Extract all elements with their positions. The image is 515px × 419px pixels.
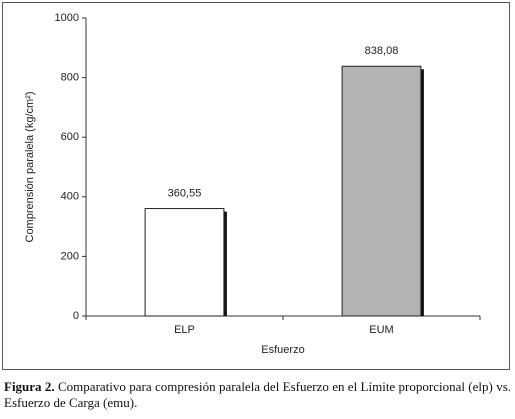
caption-text: Comparativo para compresión paralela del… [4,379,512,410]
x-axis-title: Esfuerzo [261,344,304,356]
bar [341,65,422,317]
y-tick-label: 0 [73,310,79,322]
y-tick-label: 800 [61,72,79,84]
bar [144,208,225,317]
caption: Figura 2. Comparativo para compresión pa… [4,379,511,411]
bar-shadow [223,211,227,316]
x-tick-label: EUM [369,324,393,336]
chart: Comprensión paralela (kg/cm²) Esfuerzo 0… [24,12,481,356]
y-tick-label: 600 [61,131,79,143]
y-tick-label: 200 [61,250,79,262]
x-tick-label: ELP [174,324,195,336]
y-axis-title: Comprensión paralela (kg/cm²) [24,92,36,243]
y-tick-label: 400 [61,191,79,203]
value-label: 838,08 [365,45,399,57]
caption-label: Figura 2. [4,379,55,394]
value-label: 360,55 [168,187,202,199]
y-tick-label: 1000 [55,12,79,24]
bar-shadow [420,69,424,316]
chart-frame [2,2,510,370]
